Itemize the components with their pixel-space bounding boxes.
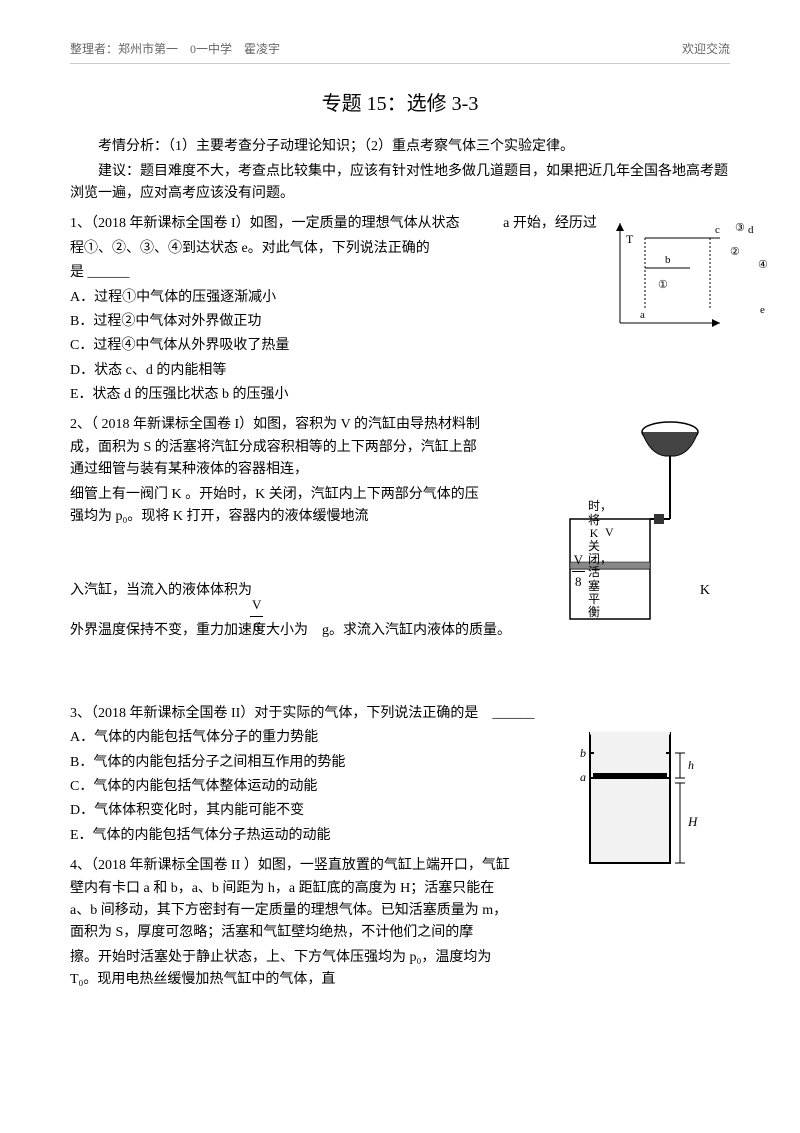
header-left: 整理者：郑州市第一 0一中学 霍凌宇 xyxy=(70,40,280,59)
svg-text:e: e xyxy=(760,304,765,316)
q2-fraction-1: V 8 xyxy=(572,550,585,593)
header-right: 欢迎交流 xyxy=(682,40,730,59)
svg-text:a: a xyxy=(640,309,645,321)
svg-text:③: ③ xyxy=(735,222,745,234)
svg-text:a: a xyxy=(580,770,586,784)
page-title: 专题 15：选修 3-3 xyxy=(70,88,730,120)
question-2: V 2、（ 2018 年新课标全国卷 I）如图，容积为 V 的汽缸由导热材料制成… xyxy=(70,414,730,642)
svg-text:b: b xyxy=(665,254,671,266)
svg-text:H: H xyxy=(687,814,698,829)
axis-T-label: T xyxy=(626,232,634,246)
q2-tail-k: K xyxy=(700,580,710,602)
svg-text:②: ② xyxy=(730,246,740,258)
q2-fraction-2: V 6 xyxy=(250,595,263,638)
svg-text:d: d xyxy=(748,224,754,236)
svg-text:④: ④ xyxy=(758,259,768,271)
svg-text:V: V xyxy=(605,525,614,539)
q2-mid-text: 时，将 K 关闭，活塞平衡 xyxy=(588,500,600,619)
question-4: 4、（2018 年新课标全国卷 II ）如图，一竖直放置的气缸上端开口，气缸壁内… xyxy=(70,855,730,991)
question-3: b a h H 3、（2018 年新课标全国卷 II）对于实际的气体，下列说法正… xyxy=(70,703,730,847)
q4-stem-1: 4、（2018 年新课标全国卷 II ）如图，一竖直放置的气缸上端开口，气缸壁内… xyxy=(70,855,510,945)
q2-stem-1: 2、（ 2018 年新课标全国卷 I）如图，容积为 V 的汽缸由导热材料制成，面… xyxy=(70,414,490,481)
q4-stem-2: 擦。开始时活塞处于静止状态，上、下方气体压强均为 p₀，温度均为 T₀。现用电热… xyxy=(70,947,510,992)
q2-stem-3: 入汽缸，当流入的液体体积为 xyxy=(70,580,252,602)
svg-text:h: h xyxy=(688,758,694,772)
intro-suggestion: 建议：题目难度不大，考查点比较集中，应该有针对性地多做几道题目，如果把近几年全国… xyxy=(70,161,730,206)
intro-analysis: 考情分析：（1）主要考查分子动理论知识；（2）重点考察气体三个实验定律。 xyxy=(70,136,730,158)
page-header: 整理者：郑州市第一 0一中学 霍凌宇 欢迎交流 xyxy=(70,40,730,64)
q1-option-e: E．状态 d 的压强比状态 b 的压强小 xyxy=(70,384,730,406)
q4-diagram: b a h H xyxy=(580,723,710,873)
svg-text:b: b xyxy=(580,746,586,760)
svg-text:①: ① xyxy=(658,279,668,291)
q1-option-c: C．过程④中气体从外界吸收了热量 xyxy=(70,335,730,357)
q1-diagram: T a b c d e ① ② ③ ④ xyxy=(610,213,770,333)
question-1: T a b c d e ① ② ③ ④ 1、（2018 年新课标全国卷 I）如图… xyxy=(70,213,730,406)
q2-stem-2: 细管上有一阀门 K 。开始时，K 关闭，汽缸内上下两部分气体的压强均为 p₀。现… xyxy=(70,484,490,529)
svg-text:c: c xyxy=(715,224,720,236)
q1-option-d: D．状态 c、d 的内能相等 xyxy=(70,360,730,382)
q2-stem-3-row: 入汽缸，当流入的液体体积为 时，将 K 关闭，活塞平衡 K V 8 V 6 xyxy=(70,560,730,620)
